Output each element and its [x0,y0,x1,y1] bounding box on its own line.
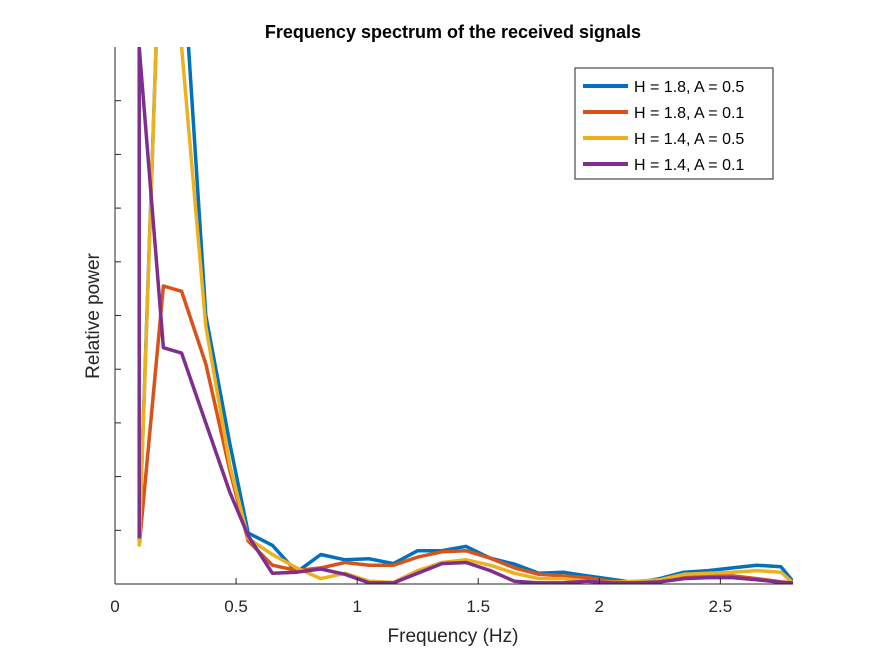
x-tick-label: 0 [110,597,119,616]
x-tick-label: 1.5 [466,597,490,616]
series-line [137,47,793,584]
x-tick-label: 0.5 [224,597,248,616]
legend-items: H = 1.8, A = 0.5 H = 1.8, A = 0.1 H = 1.4,… [583,79,744,174]
legend-label: H = 1.4, A = 0.5 [634,131,744,148]
legend-box [574,67,774,180]
chart-title: Frequency spectrum of the received signa… [265,22,641,42]
series-line [137,47,793,584]
x-axis-label: Frequency (Hz) [388,626,519,647]
x-tick-label: 1 [352,597,361,616]
legend-label: H = 1.8, A = 0.1 [634,105,744,122]
series-layer [137,47,793,584]
legend-label: H = 1.8, A = 0.5 [634,79,744,96]
legend-label: H = 1.4, A = 0.1 [634,157,744,174]
x-tick-label: 2 [595,597,604,616]
y-ticks [115,100,121,531]
y-axis-label: Relative power [83,252,104,378]
legend: H = 1.8, A = 0.5 H = 1.8, A = 0.1 H = 1.4,… [574,67,774,180]
series-line [137,47,793,584]
x-tick-label: 2.5 [709,597,733,616]
x-ticks: 0 0.5 1 1.5 2 2.5 [110,578,732,616]
